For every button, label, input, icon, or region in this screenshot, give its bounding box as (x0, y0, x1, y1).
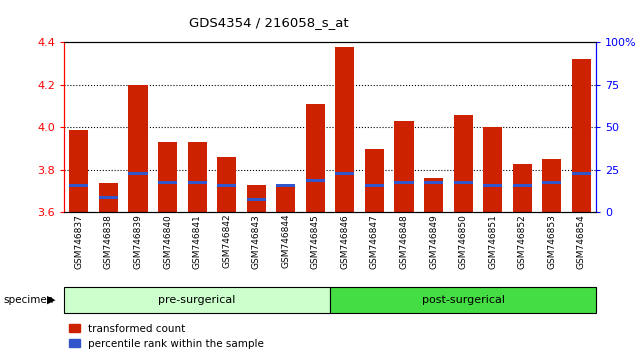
Bar (158, 181, 177, 183)
Bar (394, 121, 413, 212)
Bar (454, 115, 472, 212)
Bar (69, 130, 88, 212)
Bar (424, 178, 443, 212)
Bar (365, 184, 384, 187)
Bar (128, 85, 147, 212)
Text: pre-surgerical: pre-surgerical (158, 295, 236, 305)
Bar (542, 159, 562, 212)
Text: GDS4354 / 216058_s_at: GDS4354 / 216058_s_at (189, 16, 349, 29)
Bar (424, 181, 443, 183)
Bar (365, 149, 384, 212)
Bar (217, 157, 237, 212)
Bar (217, 184, 237, 187)
Legend: transformed count, percentile rank within the sample: transformed count, percentile rank withi… (69, 324, 264, 349)
Bar (306, 104, 325, 212)
Bar (394, 181, 413, 183)
Bar (276, 185, 296, 212)
Bar (335, 172, 354, 175)
Text: specimen: specimen (3, 295, 54, 305)
Bar (158, 142, 177, 212)
Bar (335, 47, 354, 212)
Bar (128, 172, 147, 175)
Bar (542, 181, 562, 183)
Text: post-surgerical: post-surgerical (422, 295, 504, 305)
Bar (276, 184, 296, 187)
Bar (247, 198, 266, 200)
Bar (99, 196, 118, 199)
Bar (572, 59, 591, 212)
Bar (483, 184, 503, 187)
Bar (513, 184, 532, 187)
Bar (247, 185, 266, 212)
Text: ▶: ▶ (47, 295, 55, 305)
Bar (188, 142, 206, 212)
Bar (513, 164, 532, 212)
Bar (99, 183, 118, 212)
Bar (483, 127, 503, 212)
Bar (572, 172, 591, 175)
Bar (306, 179, 325, 182)
Bar (188, 181, 206, 183)
Bar (454, 181, 472, 183)
Bar (69, 184, 88, 187)
